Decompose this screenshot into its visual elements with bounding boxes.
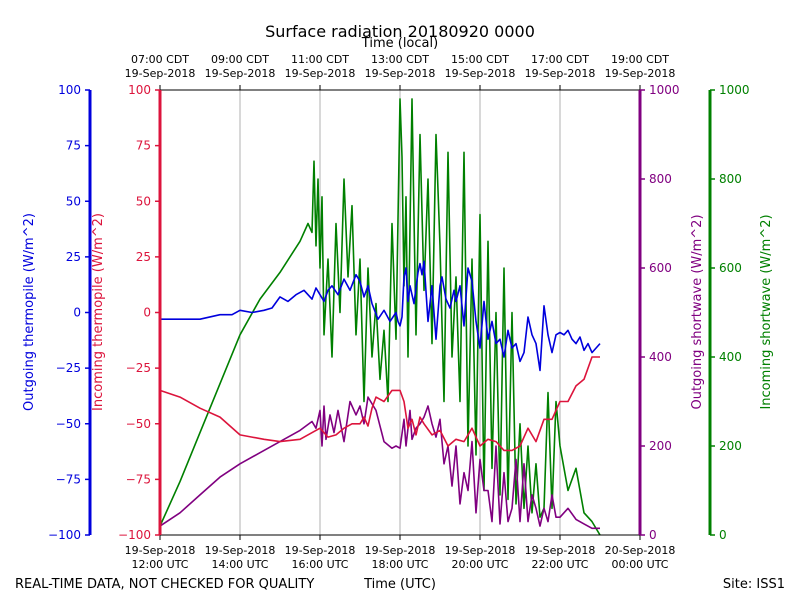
bottom-tick-time: 12:00 UTC xyxy=(131,558,188,571)
incoming-thermopile-tick-label: −50 xyxy=(126,417,151,431)
outgoing-thermopile-tick-label: −50 xyxy=(56,417,81,431)
outgoing-thermopile-tick-label: 100 xyxy=(58,83,81,97)
site-label: Site: ISS1 xyxy=(723,577,785,592)
bottom-tick-date: 19-Sep-2018 xyxy=(525,544,596,557)
outgoing-shortwave-tick-label: 0 xyxy=(649,528,657,542)
outgoing-shortwave-tick-label: 800 xyxy=(649,172,672,186)
top-tick-time: 13:00 CDT xyxy=(371,53,429,66)
bottom-tick-time: 18:00 UTC xyxy=(371,558,428,571)
top-tick-date: 19-Sep-2018 xyxy=(365,67,436,80)
bottom-tick-date: 19-Sep-2018 xyxy=(365,544,436,557)
bottom-tick-time: 16:00 UTC xyxy=(291,558,348,571)
incoming-shortwave-axis-label: Incoming shortwave (W/m^2) xyxy=(759,214,774,409)
outgoing-thermopile-axis-label: Outgoing thermopile (W/m^2) xyxy=(22,213,37,411)
incoming-shortwave-series xyxy=(159,98,601,536)
outgoing-thermopile-tick-label: 50 xyxy=(66,194,81,208)
incoming-shortwave-tick-label: 400 xyxy=(719,350,742,364)
bottom-tick-date: 19-Sep-2018 xyxy=(205,544,276,557)
incoming-shortwave-tick-label: 0 xyxy=(719,528,727,542)
chart-title: Surface radiation 20180920 0000 xyxy=(265,22,535,41)
bottom-axis-label: Time (UTC) xyxy=(363,577,436,592)
incoming-thermopile-tick-label: −100 xyxy=(118,528,151,542)
outgoing-thermopile-tick-label: 75 xyxy=(66,139,81,153)
top-tick-time: 07:00 CDT xyxy=(131,53,189,66)
incoming-shortwave-tick-label: 600 xyxy=(719,261,742,275)
top-tick-time: 19:00 CDT xyxy=(611,53,669,66)
bottom-tick-date: 19-Sep-2018 xyxy=(445,544,516,557)
incoming-thermopile-axis-label: Incoming thermopile (W/m^2) xyxy=(91,213,106,411)
top-axis-label: Time (local) xyxy=(361,36,438,51)
incoming-thermopile-series xyxy=(159,356,600,452)
incoming-thermopile-tick-label: 50 xyxy=(136,194,151,208)
top-tick-time: 17:00 CDT xyxy=(531,53,589,66)
outgoing-thermopile-tick-label: −100 xyxy=(48,528,81,542)
bottom-tick-time: 22:00 UTC xyxy=(531,558,588,571)
top-tick-date: 19-Sep-2018 xyxy=(125,67,196,80)
outgoing-thermopile-series xyxy=(160,260,601,372)
top-tick-time: 15:00 CDT xyxy=(451,53,509,66)
top-tick-time: 09:00 CDT xyxy=(211,53,269,66)
bottom-tick-date: 19-Sep-2018 xyxy=(125,544,196,557)
top-tick-date: 19-Sep-2018 xyxy=(445,67,516,80)
incoming-thermopile-tick-label: −25 xyxy=(126,361,151,375)
incoming-thermopile-tick-label: 25 xyxy=(136,250,151,264)
outgoing-shortwave-tick-label: 600 xyxy=(649,261,672,275)
top-tick-date: 19-Sep-2018 xyxy=(285,67,356,80)
outgoing-thermopile-tick-label: −75 xyxy=(56,472,81,486)
series-lines xyxy=(159,98,601,536)
bottom-tick-time: 14:00 UTC xyxy=(211,558,268,571)
outgoing-thermopile-tick-label: 25 xyxy=(66,250,81,264)
top-tick-date: 19-Sep-2018 xyxy=(525,67,596,80)
incoming-thermopile-tick-label: 100 xyxy=(128,83,151,97)
quality-disclaimer: REAL-TIME DATA, NOT CHECKED FOR QUALITY xyxy=(15,577,314,592)
bottom-tick-date: 19-Sep-2018 xyxy=(285,544,356,557)
outgoing-thermopile-tick-label: −25 xyxy=(56,361,81,375)
incoming-thermopile-tick-label: 0 xyxy=(143,306,151,320)
top-tick-time: 11:00 CDT xyxy=(291,53,349,66)
incoming-thermopile-tick-label: −75 xyxy=(126,472,151,486)
outgoing-shortwave-series xyxy=(159,396,600,530)
incoming-shortwave-tick-label: 800 xyxy=(719,172,742,186)
incoming-shortwave-tick-label: 1000 xyxy=(719,83,750,97)
bottom-tick-date: 20-Sep-2018 xyxy=(605,544,676,557)
incoming-shortwave-tick-label: 200 xyxy=(719,439,742,453)
outgoing-shortwave-tick-label: 1000 xyxy=(649,83,680,97)
bottom-tick-time: 20:00 UTC xyxy=(451,558,508,571)
outgoing-shortwave-axis-label: Outgoing shortwave (W/m^2) xyxy=(690,214,705,409)
bottom-tick-time: 00:00 UTC xyxy=(611,558,668,571)
top-tick-date: 19-Sep-2018 xyxy=(605,67,676,80)
outgoing-shortwave-tick-label: 400 xyxy=(649,350,672,364)
outgoing-thermopile-tick-label: 0 xyxy=(73,306,81,320)
incoming-thermopile-tick-label: 75 xyxy=(136,139,151,153)
outgoing-shortwave-tick-label: 200 xyxy=(649,439,672,453)
top-tick-date: 19-Sep-2018 xyxy=(205,67,276,80)
